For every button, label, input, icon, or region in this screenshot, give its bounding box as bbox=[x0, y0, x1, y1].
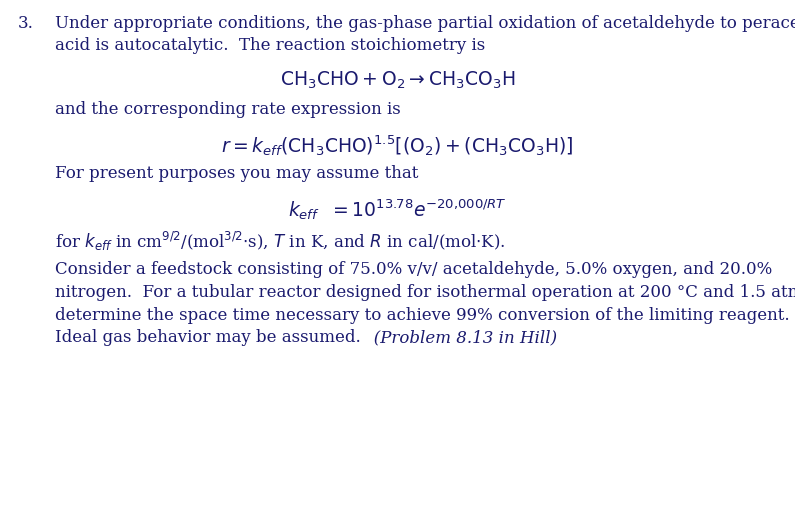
Text: $k_{\mathit{eff}}\ \ = 10^{13.78}e^{-20{,}000/RT}$: $k_{\mathit{eff}}\ \ = 10^{13.78}e^{-20{… bbox=[289, 197, 506, 222]
Text: Under appropriate conditions, the gas-phase partial oxidation of acetaldehyde to: Under appropriate conditions, the gas-ph… bbox=[55, 15, 795, 32]
Text: and the corresponding rate expression is: and the corresponding rate expression is bbox=[55, 101, 401, 118]
Text: 3.: 3. bbox=[18, 15, 34, 32]
Text: determine the space time necessary to achieve 99% conversion of the limiting rea: determine the space time necessary to ac… bbox=[55, 306, 789, 323]
Text: for $k_{\mathit{eff}}$ in cm$^{9/2}$/(mol$^{3/2}$$\cdot$s), $T$ in K, and $R$ in: for $k_{\mathit{eff}}$ in cm$^{9/2}$/(mo… bbox=[55, 230, 506, 252]
Text: $r = k_{\mathit{eff}}(\mathrm{CH_3CHO})^{1.5}[(\mathrm{O_2}) + (\mathrm{CH_3CO_3: $r = k_{\mathit{eff}}(\mathrm{CH_3CHO})^… bbox=[221, 133, 574, 158]
Text: nitrogen.  For a tubular reactor designed for isothermal operation at 200 °C and: nitrogen. For a tubular reactor designed… bbox=[55, 284, 795, 301]
Text: Consider a feedstock consisting of 75.0% v/v/ acetaldehyde, 5.0% oxygen, and 20.: Consider a feedstock consisting of 75.0%… bbox=[55, 262, 772, 279]
Text: acid is autocatalytic.  The reaction stoichiometry is: acid is autocatalytic. The reaction stoi… bbox=[55, 38, 485, 55]
Text: For present purposes you may assume that: For present purposes you may assume that bbox=[55, 165, 418, 182]
Text: $\mathrm{CH_3CHO + O_2 \rightarrow CH_3CO_3H}$: $\mathrm{CH_3CHO + O_2 \rightarrow CH_3C… bbox=[280, 70, 515, 91]
Text: Ideal gas behavior may be assumed.: Ideal gas behavior may be assumed. bbox=[55, 329, 371, 346]
Text: (Problem 8.13 in Hill): (Problem 8.13 in Hill) bbox=[367, 329, 557, 346]
